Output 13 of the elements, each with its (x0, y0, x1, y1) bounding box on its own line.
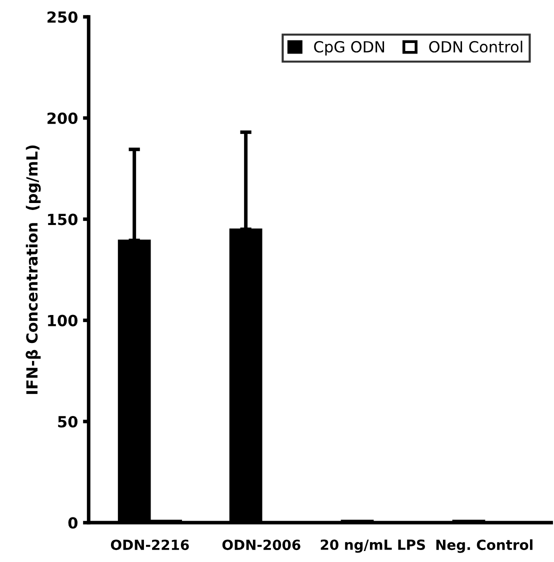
legend-label: CpG ODN (314, 40, 384, 56)
y-tick-label: 50 (58, 416, 78, 428)
y-tick-label: 250 (48, 11, 78, 23)
x-tick-label: ODN-2216 (110, 540, 189, 550)
y-axis-title: IFN-β Concentration (pg/mL) (26, 145, 41, 394)
legend-label: ODN Control (429, 40, 522, 53)
y-tick-label: 200 (48, 112, 78, 124)
x-tick-label: ODN-2006 (222, 540, 300, 550)
y-tick-label: 0 (68, 517, 78, 529)
x-tick-label: Neg. Control (436, 539, 532, 553)
y-tick-label: 150 (48, 214, 78, 226)
y-tick-label: 100 (48, 314, 78, 326)
x-tick-label: 20 ng/mL LPS (320, 539, 425, 553)
